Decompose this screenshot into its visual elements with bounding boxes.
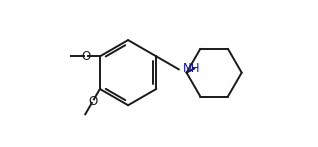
Text: O: O <box>81 50 91 63</box>
Text: NH: NH <box>183 62 200 75</box>
Text: O: O <box>88 95 98 108</box>
